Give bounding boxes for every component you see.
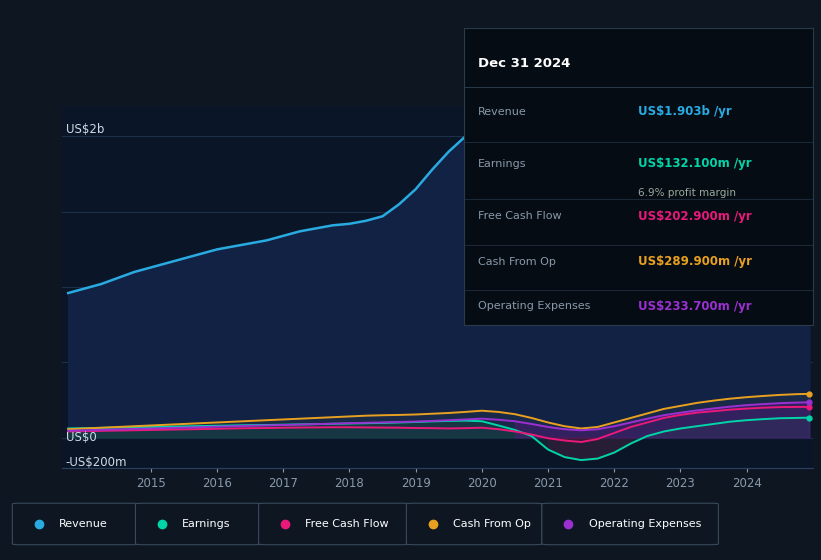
- Text: 6.9% profit margin: 6.9% profit margin: [639, 189, 736, 198]
- Text: -US$200m: -US$200m: [66, 455, 127, 469]
- Text: Revenue: Revenue: [59, 519, 108, 529]
- Text: Operating Expenses: Operating Expenses: [478, 301, 590, 311]
- Text: Free Cash Flow: Free Cash Flow: [305, 519, 389, 529]
- Text: Revenue: Revenue: [478, 107, 526, 117]
- Text: US$202.900m /yr: US$202.900m /yr: [639, 210, 752, 223]
- Text: US$1.903b /yr: US$1.903b /yr: [639, 105, 732, 118]
- FancyBboxPatch shape: [406, 503, 542, 545]
- FancyBboxPatch shape: [135, 503, 263, 545]
- FancyBboxPatch shape: [259, 503, 410, 545]
- Text: US$132.100m /yr: US$132.100m /yr: [639, 157, 752, 170]
- FancyBboxPatch shape: [12, 503, 140, 545]
- Text: US$2b: US$2b: [66, 124, 104, 137]
- Text: Earnings: Earnings: [182, 519, 231, 529]
- Text: Free Cash Flow: Free Cash Flow: [478, 212, 562, 221]
- FancyBboxPatch shape: [542, 503, 718, 545]
- Text: US$233.700m /yr: US$233.700m /yr: [639, 300, 752, 312]
- Text: Earnings: Earnings: [478, 159, 526, 169]
- Text: Cash From Op: Cash From Op: [478, 256, 556, 267]
- Text: US$289.900m /yr: US$289.900m /yr: [639, 255, 752, 268]
- Text: Operating Expenses: Operating Expenses: [589, 519, 701, 529]
- Text: Cash From Op: Cash From Op: [453, 519, 531, 529]
- Text: US$0: US$0: [66, 431, 96, 444]
- Text: Dec 31 2024: Dec 31 2024: [478, 57, 571, 70]
